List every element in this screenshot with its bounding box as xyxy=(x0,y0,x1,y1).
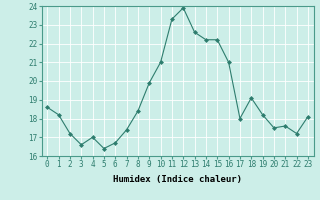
X-axis label: Humidex (Indice chaleur): Humidex (Indice chaleur) xyxy=(113,175,242,184)
